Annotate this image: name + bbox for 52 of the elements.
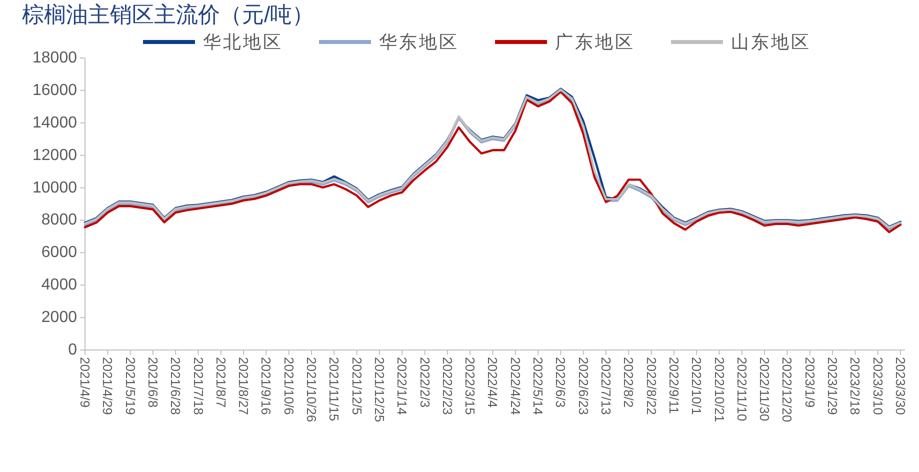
x-tick-label: 2022/9/11	[666, 357, 682, 414]
x-tick-label: 2021/8/7	[213, 357, 228, 408]
x-tick-label: 2022/8/22	[644, 357, 659, 415]
x-tick-label: 2022/2/3	[417, 357, 432, 408]
x-tick-label: 2022/6/23	[576, 357, 591, 415]
y-tick-label: 12000	[32, 146, 78, 164]
x-tick-label: 2021/10/26	[304, 357, 320, 422]
legend-label: 华东地区	[379, 32, 459, 52]
x-tick-label: 2022/12/20	[780, 357, 795, 422]
x-tick-label: 2021/4/9	[78, 357, 92, 408]
x-tick-label: 2022/4/24	[508, 357, 523, 415]
x-tick-label: 2021/12/5	[349, 357, 364, 415]
x-tick-label: 2022/11/30	[757, 357, 772, 422]
x-tick-label: 2022/4/4	[485, 357, 500, 408]
x-tick-label: 2021/8/27	[236, 357, 252, 415]
x-tick-label: 2022/5/14	[530, 357, 546, 415]
y-tick-label: 6000	[41, 244, 78, 262]
y-tick-label: 0	[68, 342, 78, 358]
x-tick-label: 2021/12/25	[372, 357, 387, 422]
x-tick-label: 2021/5/19	[122, 357, 138, 415]
x-tick-label: 2021/4/29	[100, 357, 116, 415]
chart-title: 棕榈油主销区主流价（元/吨）	[22, 2, 314, 27]
x-tick-label: 2022/6/3	[553, 357, 568, 408]
x-tick-label: 2022/10/1	[689, 357, 704, 415]
x-tick-label: 2023/2/18	[848, 357, 863, 415]
x-tick-label: 2022/7/13	[598, 357, 614, 415]
y-tick-label: 18000	[32, 50, 78, 66]
x-tick-label: 2022/10/21	[712, 357, 727, 422]
legend-label: 华北地区	[203, 32, 283, 52]
y-tick-label: 10000	[32, 179, 78, 196]
x-tick-label: 2023/3/30	[892, 357, 908, 415]
x-tick-label: 2021/7/18	[190, 357, 206, 415]
y-tick-label: 2000	[41, 309, 78, 326]
x-tick-label: 2021/6/8	[145, 357, 160, 408]
x-tick-label: 2021/6/28	[168, 357, 184, 415]
x-tick-label: 2021/11/15	[326, 357, 342, 422]
x-tick-label: 2022/1/14	[394, 357, 410, 415]
x-tick-label: 2023/3/10	[870, 357, 886, 415]
y-tick-label: 8000	[41, 212, 78, 229]
x-tick-label: 2021/9/16	[258, 357, 274, 415]
x-tick-label: 2022/3/15	[462, 357, 478, 415]
x-tick-label: 2023/1/29	[825, 357, 840, 415]
legend-label: 山东地区	[731, 32, 811, 52]
x-tick-label: 2022/11/10	[734, 357, 750, 422]
y-tick-label: 16000	[32, 82, 78, 99]
y-tick-label: 4000	[41, 276, 78, 294]
x-tick-label: 2023/1/9	[802, 357, 818, 408]
legend-label: 广东地区	[555, 32, 635, 52]
y-tick-label: 14000	[32, 114, 78, 132]
x-tick-label: 2022/8/2	[621, 357, 636, 408]
x-tick-label: 2021/10/6	[281, 357, 296, 415]
x-tick-label: 2022/2/23	[440, 357, 455, 415]
